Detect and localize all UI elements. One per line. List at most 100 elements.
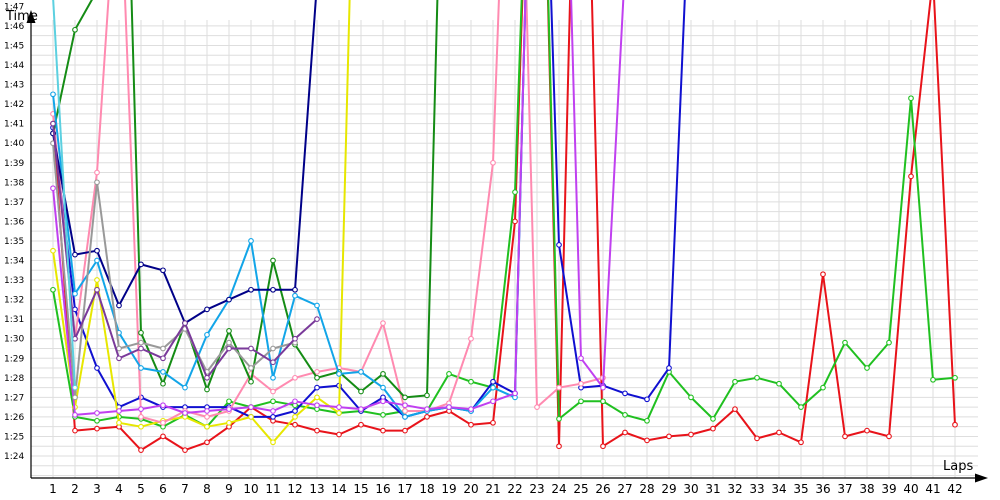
x-tick-label: 1 [49, 482, 57, 496]
x-tick-label: 6 [159, 482, 167, 496]
y-tick-label: 1:35 [4, 237, 24, 247]
data-point [600, 443, 606, 450]
data-point [204, 439, 210, 446]
x-tick-label: 31 [705, 482, 720, 496]
data-point [358, 388, 364, 395]
data-point [204, 386, 210, 393]
data-point [490, 378, 496, 385]
data-point [908, 95, 914, 102]
data-point [578, 355, 584, 362]
data-point [182, 410, 188, 416]
y-tick-label: 1:28 [4, 374, 24, 384]
data-point [688, 431, 694, 438]
data-point [94, 365, 100, 371]
data-point [578, 398, 584, 405]
series-2 [50, 0, 958, 430]
x-axis-arrow [975, 473, 988, 483]
data-point [94, 425, 100, 432]
data-point [776, 380, 782, 387]
data-point [732, 406, 738, 412]
data-point [380, 427, 386, 434]
x-axis-title: Laps [943, 459, 973, 474]
data-point [468, 335, 474, 342]
x-tick-label: 36 [815, 482, 830, 496]
data-point [798, 404, 804, 410]
data-point [204, 408, 210, 414]
data-point [886, 339, 892, 346]
data-point [380, 384, 386, 391]
data-point [490, 398, 496, 405]
y-tick-label: 1:44 [4, 61, 24, 71]
data-point [600, 398, 606, 405]
data-point [72, 335, 78, 342]
y-tick-label: 1:30 [4, 335, 24, 345]
data-point [336, 371, 342, 377]
data-point [336, 410, 342, 416]
data-point [490, 159, 496, 166]
data-point [270, 408, 276, 414]
data-point [380, 398, 386, 405]
x-tick-label: 40 [903, 482, 918, 496]
data-point [402, 402, 408, 409]
data-point [226, 419, 232, 426]
data-point [226, 339, 232, 346]
data-point [292, 414, 298, 420]
x-tick-label: 12 [287, 482, 302, 496]
data-point [292, 408, 298, 414]
data-point [468, 421, 474, 428]
data-point [578, 380, 584, 387]
x-tick-label: 25 [573, 482, 588, 496]
data-point [138, 447, 144, 453]
data-point [50, 247, 56, 254]
y-tick-label: 1:40 [4, 139, 24, 149]
data-point [864, 427, 870, 434]
x-tick-label: 22 [507, 482, 522, 496]
data-point [138, 365, 144, 371]
data-point [226, 328, 232, 334]
x-tick-label: 2 [71, 482, 79, 496]
data-point [292, 286, 298, 293]
series-3 [50, 0, 686, 420]
data-point [248, 365, 254, 371]
data-point [930, 376, 936, 383]
data-point [248, 286, 254, 293]
data-point [160, 419, 166, 426]
data-point [204, 331, 210, 338]
data-point [72, 306, 78, 313]
data-point [314, 316, 320, 322]
x-tick-label: 9 [225, 482, 233, 496]
y-tick-label: 1:34 [4, 257, 24, 267]
grid [31, 20, 978, 478]
x-tick-label: 4 [115, 482, 123, 496]
data-point [226, 296, 232, 303]
data-point [292, 374, 298, 381]
y-tick-label: 1:45 [4, 41, 24, 51]
data-point [72, 427, 78, 434]
series-line [52, 0, 604, 424]
data-point [622, 390, 628, 397]
data-point [292, 398, 298, 405]
x-tick-label: 23 [529, 482, 544, 496]
data-point [94, 277, 100, 283]
data-point [644, 417, 650, 424]
x-tick-label: 13 [309, 482, 324, 496]
data-point [270, 439, 276, 446]
data-point [952, 374, 958, 381]
data-point [512, 390, 518, 397]
axes [26, 10, 988, 483]
x-tick-label: 30 [683, 482, 698, 496]
data-point [160, 369, 166, 375]
data-point [314, 427, 320, 434]
y-tick-label: 1:32 [4, 296, 24, 306]
data-point [446, 404, 452, 410]
data-point [842, 339, 848, 346]
data-point [248, 414, 254, 420]
data-point [270, 398, 276, 405]
series-9 [50, 0, 625, 418]
x-tick-label: 26 [595, 482, 610, 496]
data-point [556, 416, 562, 422]
data-point [94, 179, 100, 186]
data-point [622, 429, 628, 436]
data-point [248, 345, 254, 352]
